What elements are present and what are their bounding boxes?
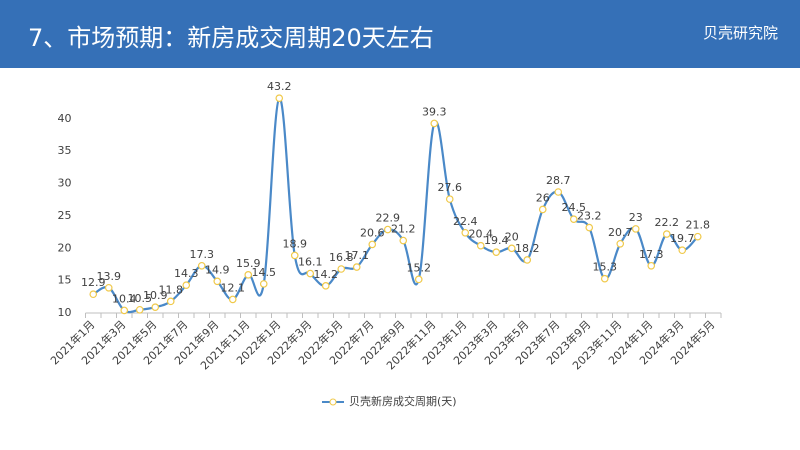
- marker: [306, 269, 315, 278]
- marker: [104, 283, 113, 292]
- data-label: 14.9: [205, 263, 230, 276]
- marker: [569, 215, 578, 223]
- marker: [321, 282, 330, 290]
- data-label: 21.2: [391, 223, 416, 236]
- data-label: 10.9: [143, 289, 168, 302]
- data-label: 15.3: [593, 261, 618, 274]
- marker: [585, 223, 594, 232]
- data-label: 23.2: [577, 210, 602, 223]
- marker: [228, 295, 237, 304]
- data-label: 13.9: [97, 270, 122, 283]
- data-label: 43.2: [267, 80, 292, 93]
- y-tick-label: 15: [58, 274, 72, 287]
- marker: [352, 263, 361, 271]
- data-label: 20: [505, 230, 519, 243]
- marker: [476, 241, 485, 250]
- data-label: 21.8: [686, 219, 711, 232]
- data-label: 39.3: [422, 105, 447, 118]
- marker: [89, 290, 98, 299]
- data-label: 24.5: [562, 201, 587, 214]
- data-label: 17.1: [345, 249, 370, 262]
- data-label: 11.8: [159, 283, 184, 296]
- y-tick-label: 35: [58, 144, 72, 157]
- header: 7、市场预期：新房成交周期20天左右 贝壳研究院: [0, 0, 800, 68]
- marker: [213, 277, 222, 286]
- legend-label: 贝壳新房成交周期(天): [349, 394, 457, 408]
- data-label: 26: [536, 191, 550, 204]
- marker: [523, 256, 532, 264]
- legend-marker: [329, 398, 337, 406]
- marker: [538, 205, 547, 214]
- marker: [383, 225, 392, 234]
- data-label: 22.2: [655, 216, 680, 229]
- data-label: 22.9: [376, 212, 401, 225]
- data-label: 12.9: [81, 276, 106, 289]
- y-tick-label: 40: [58, 112, 72, 125]
- data-label: 17.3: [190, 248, 215, 261]
- data-label: 15.2: [407, 261, 432, 274]
- marker: [507, 244, 516, 253]
- marker: [259, 280, 268, 288]
- marker: [244, 271, 253, 279]
- marker: [197, 261, 206, 270]
- data-label: 15.9: [236, 257, 261, 270]
- data-label: 28.7: [546, 174, 571, 187]
- marker: [430, 119, 439, 128]
- y-tick-label: 25: [58, 209, 72, 222]
- marker: [399, 236, 408, 245]
- marker: [554, 188, 563, 196]
- data-label: 14.5: [252, 266, 277, 279]
- marker: [662, 230, 671, 238]
- data-label: 14.2: [314, 268, 339, 281]
- marker: [631, 225, 640, 233]
- marker: [120, 306, 129, 315]
- marker: [275, 94, 284, 102]
- marker: [151, 303, 160, 311]
- marker: [166, 297, 175, 306]
- marker: [337, 265, 346, 273]
- data-label: 10.4: [112, 292, 137, 305]
- data-label: 20.7: [608, 226, 633, 239]
- marker: [678, 246, 687, 255]
- data-label: 16.1: [298, 256, 323, 269]
- y-tick-label: 10: [58, 306, 72, 319]
- marker: [600, 274, 609, 283]
- data-label: 20.6: [360, 226, 385, 239]
- chart-title: 7、市场预期：新房成交周期20天左右: [28, 24, 434, 52]
- data-label: 19.7: [670, 232, 695, 245]
- data-label: 19.4: [484, 234, 509, 247]
- data-label: 18.9: [283, 237, 308, 250]
- data-label: 23: [629, 211, 643, 224]
- data-label: 20.4: [469, 228, 494, 241]
- marker: [368, 240, 377, 249]
- y-tick-label: 20: [58, 241, 72, 254]
- marker: [414, 275, 423, 284]
- data-label: 16.8: [329, 251, 354, 264]
- data-label: 27.6: [438, 181, 463, 194]
- data-label: 22.4: [453, 215, 478, 228]
- marker: [492, 248, 501, 256]
- marker: [461, 228, 470, 237]
- y-tick-label: 30: [58, 177, 72, 190]
- marker: [693, 232, 702, 241]
- marker: [647, 261, 656, 270]
- data-label: 12.1: [221, 281, 246, 294]
- logo: 贝壳研究院: [702, 24, 778, 42]
- marker: [182, 281, 191, 289]
- marker: [135, 305, 144, 314]
- data-label: 14.3: [174, 267, 199, 280]
- data-label: 18.2: [515, 242, 540, 255]
- marker: [616, 239, 625, 248]
- marker: [290, 251, 299, 260]
- marker: [445, 195, 454, 203]
- data-label: 10.5: [128, 292, 153, 305]
- data-label: 17.3: [639, 248, 664, 261]
